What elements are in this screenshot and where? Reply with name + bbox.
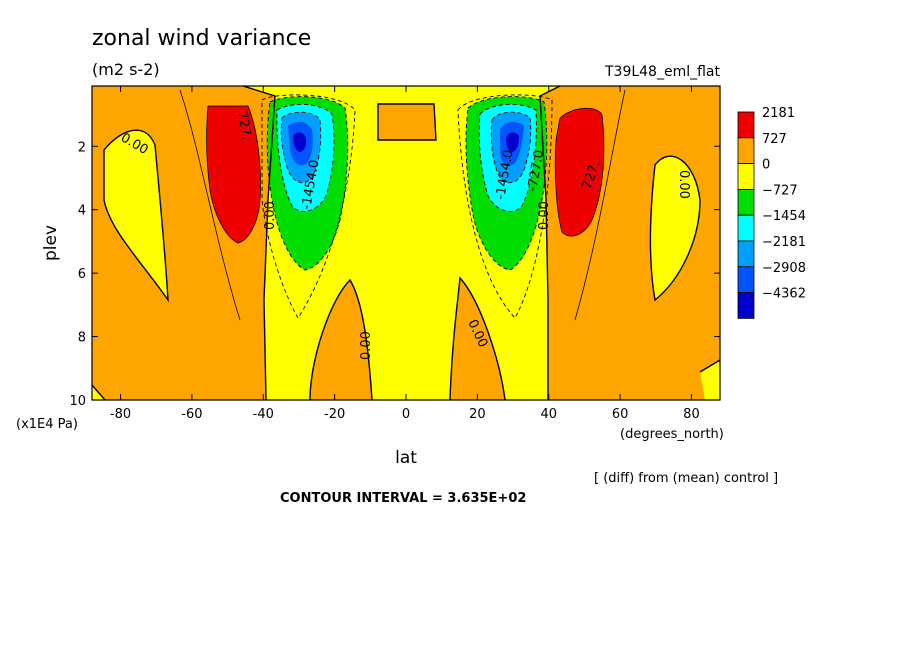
x-tick-label: -20 <box>324 407 345 422</box>
band-neg-right-high <box>650 156 700 300</box>
contour-label: 0.00 <box>537 201 552 230</box>
x-tick-label: 20 <box>469 407 486 422</box>
legend-label: −1454 <box>762 209 806 224</box>
x-tick-label: -60 <box>181 407 202 422</box>
plot-area: 0.00 0.00 0.00 0.00 0.00 0.00 727. 727. … <box>92 86 720 400</box>
band-min-right-core <box>506 132 519 152</box>
chart-title: zonal wind variance <box>92 26 311 51</box>
legend-label: 0 <box>762 158 770 173</box>
legend-label: 2181 <box>762 106 795 121</box>
legend-swatch <box>737 240 755 268</box>
run-label: T39L48_eml_flat <box>604 64 721 80</box>
legend-swatch <box>737 111 755 139</box>
x-axis-label: lat <box>395 448 417 468</box>
band-pos-mid-left <box>310 280 372 400</box>
x-tick-label: 60 <box>612 407 629 422</box>
legend-swatch <box>737 214 755 242</box>
x-tick-label: -40 <box>253 407 274 422</box>
contour-interval: CONTOUR INTERVAL = 3.635E+02 <box>280 491 526 506</box>
diff-note: [ (diff) from (mean) control ] <box>594 471 778 486</box>
chart-units: (m2 s-2) <box>92 60 160 79</box>
legend-swatch <box>737 163 755 190</box>
x-tick-label: 40 <box>540 407 557 422</box>
legend-swatch <box>737 292 755 319</box>
legend-label: −2908 <box>762 261 806 276</box>
y-tick-label: 8 <box>78 331 86 346</box>
band-pos-mid-right <box>450 278 505 400</box>
y-tick-label: 4 <box>78 204 86 219</box>
contour-label: 0.00 <box>263 201 278 230</box>
y-axis-label: plev <box>41 225 61 261</box>
y-units: (x1E4 Pa) <box>16 417 78 432</box>
band-neg-right-low <box>700 360 720 400</box>
y-axis: 2 4 6 8 10 <box>69 140 720 409</box>
legend-label: 727 <box>762 132 787 147</box>
y-tick-label: 6 <box>78 267 86 282</box>
contour-label: 0.00 <box>359 331 374 360</box>
x-tick-label: -80 <box>110 407 131 422</box>
legend-swatch <box>737 266 755 293</box>
y-tick-label: 10 <box>69 394 86 409</box>
contour-label: -727.0 <box>525 149 547 193</box>
band-min-left-core <box>293 132 307 152</box>
legend-label: −2181 <box>762 235 806 250</box>
x-axis: -80 -60 -40 -20 0 20 40 60 80 <box>110 86 700 422</box>
legend-swatch <box>737 188 755 216</box>
x-tick-label: 0 <box>402 407 410 422</box>
legend-swatch <box>737 137 755 165</box>
y-tick-label: 2 <box>78 140 86 155</box>
band-max-left <box>206 106 261 243</box>
x-units: (degrees_north) <box>620 427 724 442</box>
band-neg-left-high <box>104 130 168 300</box>
band-pos-center-top <box>378 104 436 140</box>
contour-label: 0.00 <box>676 170 691 199</box>
band-max-right <box>555 108 604 236</box>
color-legend: 2181 727 0 −727 −1454 −2181 −2908 −4362 <box>737 106 806 319</box>
contour-label: 727. <box>234 110 254 141</box>
legend-label: −727 <box>762 183 798 198</box>
x-tick-label: 80 <box>683 407 700 422</box>
legend-label: −4362 <box>762 287 806 302</box>
